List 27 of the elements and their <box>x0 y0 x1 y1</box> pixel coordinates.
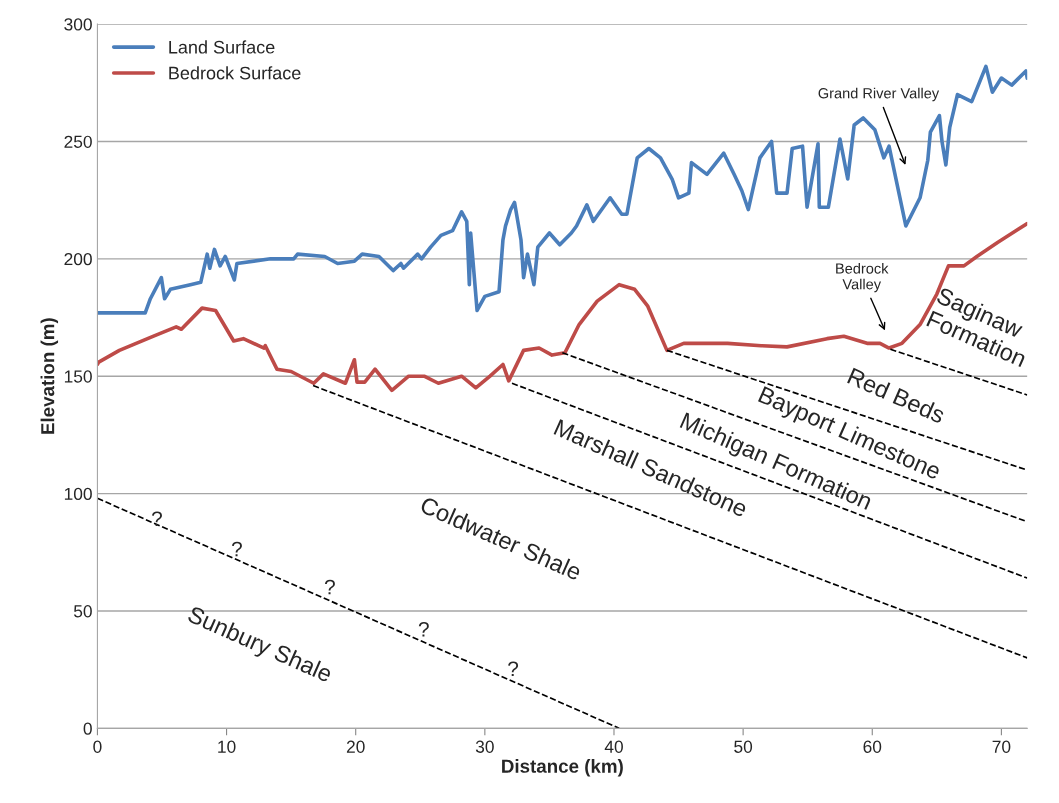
legend-label: Bedrock Surface <box>169 66 301 80</box>
x-tick-label: 50 <box>734 740 753 753</box>
annotation: ? <box>324 579 335 595</box>
x-tick-label: 10 <box>218 740 236 753</box>
annotation: ? <box>152 511 162 526</box>
annotation: ? <box>508 661 519 676</box>
annotation: ? <box>231 541 242 557</box>
y-tick-label: 50 <box>73 605 92 618</box>
x-tick-label: 0 <box>93 740 102 753</box>
x-tick-label: 60 <box>863 740 882 753</box>
x-tick-label: 20 <box>346 740 365 753</box>
annotation: Bedrock Valley <box>836 262 889 293</box>
y-tick-label: 200 <box>64 253 92 266</box>
y-tick-label: 100 <box>64 487 92 501</box>
x-tick-label: 30 <box>475 740 494 753</box>
y-tick-label: 150 <box>64 370 92 383</box>
x-tick-label: 70 <box>992 740 1011 753</box>
y-tick-label: 250 <box>64 135 92 148</box>
x-tick-label: 40 <box>604 740 623 753</box>
y-tick-label: 300 <box>64 18 92 31</box>
legend-label: Land Surface <box>169 40 275 54</box>
annotation: Grand River Valley <box>818 87 940 102</box>
annotation: Red Beds <box>847 367 947 424</box>
y-axis-title: Elevation (m) <box>40 318 59 434</box>
x-axis-title: Distance (km) <box>502 759 623 777</box>
y-tick-label: 0 <box>83 722 92 735</box>
annotation: ? <box>418 621 429 637</box>
